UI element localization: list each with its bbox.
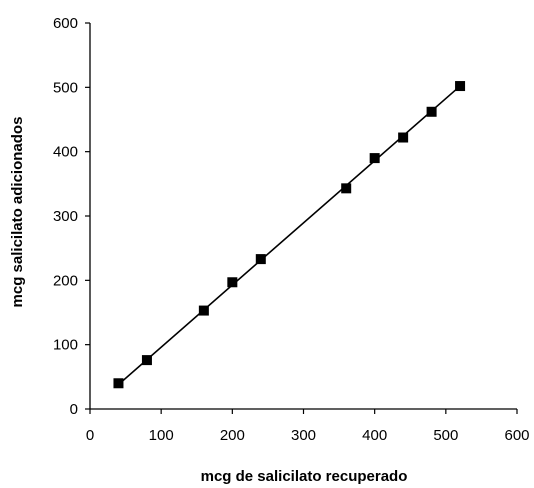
data-point-marker: [113, 378, 124, 389]
data-point-marker: [426, 106, 437, 117]
data-point-marker: [455, 81, 466, 92]
x-tick-label: 500: [433, 427, 458, 444]
x-tick-label: 0: [86, 427, 94, 444]
y-tick-label: 0: [70, 401, 78, 418]
y-tick-label: 100: [53, 337, 78, 354]
data-point-marker: [255, 254, 266, 265]
x-tick-label: 600: [504, 427, 529, 444]
data-point-marker: [341, 183, 352, 194]
x-axis-title: mcg de salicilato recuperado: [201, 468, 408, 485]
y-tick-label: 400: [53, 144, 78, 161]
data-point-marker: [369, 153, 380, 164]
data-points: [113, 81, 466, 389]
data-point-marker: [141, 355, 152, 366]
trendline: [117, 85, 461, 386]
y-tick-label: 300: [53, 208, 78, 225]
y-axis-title: mcg salicilato adicionados: [9, 117, 26, 308]
trendline-group: [117, 85, 461, 386]
data-point-marker: [198, 305, 209, 316]
y-tick-label: 500: [53, 79, 78, 96]
x-ticks: 0 100 200 300 400 500 600: [86, 409, 530, 444]
y-ticks: 0 100 200 300 400 500 600: [53, 15, 90, 418]
data-point-marker: [398, 132, 409, 143]
x-tick-label: 300: [291, 427, 316, 444]
x-tick-label: 200: [220, 427, 245, 444]
x-tick-label: 100: [149, 427, 174, 444]
data-point-marker: [227, 277, 238, 288]
y-tick-label: 600: [53, 15, 78, 32]
y-tick-label: 200: [53, 272, 78, 289]
axes: [89, 23, 517, 410]
x-tick-label: 400: [362, 427, 387, 444]
